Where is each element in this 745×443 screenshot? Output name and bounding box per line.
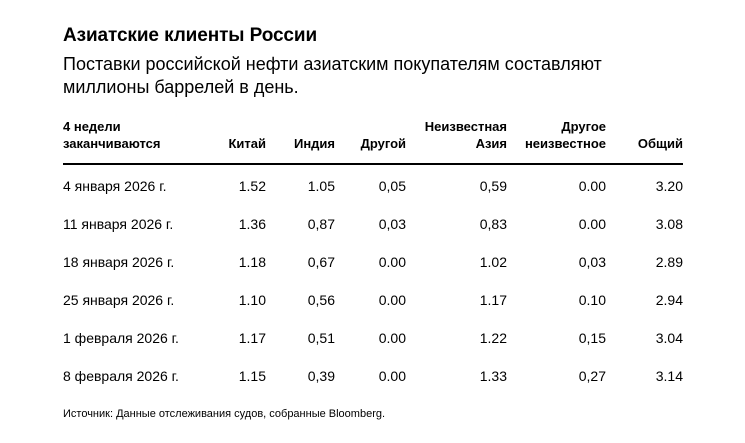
cell-week: 1 февраля 2026 г. (63, 329, 179, 346)
cell-total: 3.04 (655, 329, 683, 346)
cell-week: 25 января 2026 г. (63, 291, 175, 308)
cell-india: 1.05 (307, 177, 335, 194)
table-row: 4 января 2026 г. 1.52 1.05 0,05 0,59 0.0… (63, 164, 683, 205)
column-header-week: 4 недели заканчиваются (63, 118, 201, 165)
cell-other: 0.00 (378, 253, 406, 270)
cell-other-unknown: 0.00 (578, 177, 606, 194)
content: Азиатские клиенты России Поставки россий… (63, 24, 683, 421)
cell-other-unknown: 0.00 (578, 215, 606, 232)
cell-week: 11 января 2026 г. (63, 215, 174, 232)
data-table: 4 недели заканчиваются Китай Индия Друго… (63, 118, 683, 395)
cell-other: 0.00 (378, 329, 406, 346)
cell-total: 3.14 (655, 367, 683, 384)
table-row: 11 января 2026 г. 1.36 0,87 0,03 0,83 0.… (63, 205, 683, 243)
cell-week: 4 января 2026 г. (63, 177, 167, 194)
column-header-china: Китай (201, 118, 266, 165)
table-row: 1 февраля 2026 г. 1.17 0,51 0.00 1.22 0,… (63, 319, 683, 357)
cell-other-unknown: 0.10 (578, 291, 606, 308)
cell-other: 0.00 (378, 291, 406, 308)
cell-other-unknown: 0,03 (578, 253, 606, 270)
page-title: Азиатские клиенты России (63, 25, 318, 46)
cell-china: 1.36 (238, 215, 266, 232)
cell-week: 18 января 2026 г. (63, 253, 175, 270)
column-header-other: Другой (335, 118, 406, 165)
cell-india: 0,87 (307, 215, 335, 232)
column-header-unknown-asia: Неизвестная Азия (406, 118, 507, 165)
cell-other-unknown: 0,27 (578, 367, 606, 384)
cell-other: 0.00 (378, 367, 406, 384)
cell-other: 0,05 (378, 177, 406, 194)
cell-total: 2.94 (655, 291, 683, 308)
source-note: Источник: Данные отслеживания судов, соб… (63, 408, 386, 420)
cell-india: 0,51 (307, 329, 335, 346)
cell-other-unknown: 0,15 (578, 329, 606, 346)
table-row: 25 января 2026 г. 1.10 0,56 0.00 1.17 0.… (63, 281, 683, 319)
cell-total: 3.08 (655, 215, 683, 232)
page-subtitle: Поставки российской нефти азиатским поку… (63, 54, 602, 97)
column-header-total: Общий (606, 118, 683, 165)
cell-total: 2.89 (655, 253, 683, 270)
cell-week: 8 февраля 2026 г. (63, 367, 179, 384)
cell-unknown-asia: 1.22 (479, 329, 507, 346)
cell-india: 0,39 (307, 367, 335, 384)
cell-unknown-asia: 1.02 (479, 253, 507, 270)
column-header-other-unknown: Другое неизвестное (507, 118, 606, 165)
cell-unknown-asia: 0,83 (479, 215, 507, 232)
cell-unknown-asia: 1.17 (479, 291, 507, 308)
cell-china: 1.17 (238, 329, 266, 346)
table-header-row: 4 недели заканчиваются Китай Индия Друго… (63, 118, 683, 165)
cell-other: 0,03 (378, 215, 406, 232)
table-row: 8 февраля 2026 г. 1.15 0,39 0.00 1.33 0,… (63, 357, 683, 395)
column-header-india: Индия (266, 118, 335, 165)
cell-unknown-asia: 1.33 (479, 367, 507, 384)
cell-china: 1.52 (238, 177, 266, 194)
cell-china: 1.15 (238, 367, 266, 384)
cell-total: 3.20 (655, 177, 683, 194)
cell-india: 0,56 (307, 291, 335, 308)
cell-china: 1.18 (238, 253, 266, 270)
cell-unknown-asia: 0,59 (479, 177, 507, 194)
cell-india: 0,67 (307, 253, 335, 270)
cell-china: 1.10 (238, 291, 266, 308)
table-row: 18 января 2026 г. 1.18 0,67 0.00 1.02 0,… (63, 243, 683, 281)
